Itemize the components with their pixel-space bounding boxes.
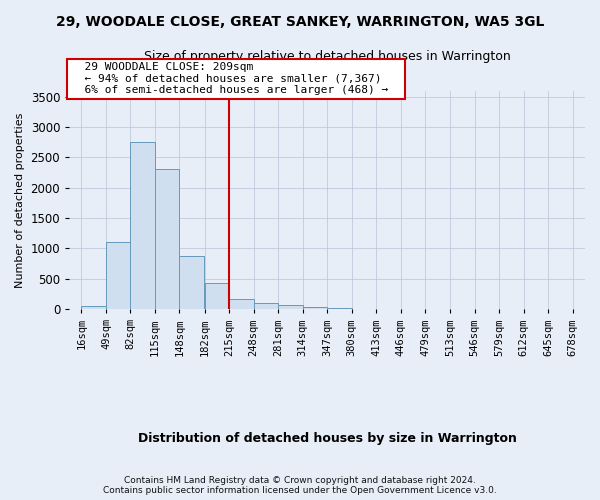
Text: 29 WOODDALE CLOSE: 209sqm
  ← 94% of detached houses are smaller (7,367)
  6% of: 29 WOODDALE CLOSE: 209sqm ← 94% of detac… xyxy=(71,62,401,96)
Bar xyxy=(82,306,106,309)
Bar xyxy=(254,302,278,309)
Bar xyxy=(327,308,352,309)
Bar xyxy=(106,242,130,309)
Bar xyxy=(229,300,254,309)
Y-axis label: Number of detached properties: Number of detached properties xyxy=(15,112,25,288)
Bar xyxy=(278,306,302,309)
Bar xyxy=(205,283,229,309)
Bar xyxy=(302,306,327,309)
Bar xyxy=(130,142,155,309)
X-axis label: Distribution of detached houses by size in Warrington: Distribution of detached houses by size … xyxy=(137,432,517,445)
Text: Contains HM Land Registry data © Crown copyright and database right 2024.
Contai: Contains HM Land Registry data © Crown c… xyxy=(103,476,497,495)
Bar xyxy=(179,256,204,309)
Text: 29, WOODALE CLOSE, GREAT SANKEY, WARRINGTON, WA5 3GL: 29, WOODALE CLOSE, GREAT SANKEY, WARRING… xyxy=(56,15,544,29)
Title: Size of property relative to detached houses in Warrington: Size of property relative to detached ho… xyxy=(144,50,511,63)
Bar xyxy=(155,170,179,309)
